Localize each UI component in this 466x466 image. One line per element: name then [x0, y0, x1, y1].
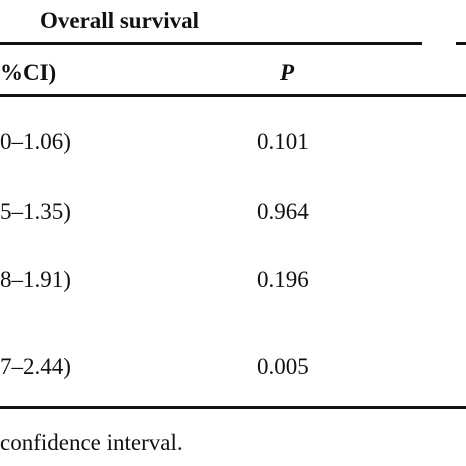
- table-cell-p: 0.196: [257, 267, 309, 292]
- p-column-header: P: [280, 60, 295, 85]
- table-cell-ci: 8–1.91): [0, 267, 71, 292]
- top-rule-next-column: [456, 42, 466, 45]
- table-cell-p: 0.964: [257, 199, 309, 224]
- header-rule: [0, 94, 466, 97]
- overall-survival-header: Overall survival: [40, 8, 200, 33]
- table-cell-ci: 0–1.06): [0, 129, 71, 154]
- table-footnote: confidence interval.: [0, 430, 183, 455]
- table-cell-p: 0.005: [257, 354, 309, 379]
- table-cell-ci: 5–1.35): [0, 199, 71, 224]
- top-rule: [0, 42, 422, 45]
- table-cell-ci: 7–2.44): [0, 354, 71, 379]
- ci-column-header: %CI): [0, 60, 57, 85]
- table-cell-p: 0.101: [257, 129, 309, 154]
- bottom-rule: [0, 406, 466, 409]
